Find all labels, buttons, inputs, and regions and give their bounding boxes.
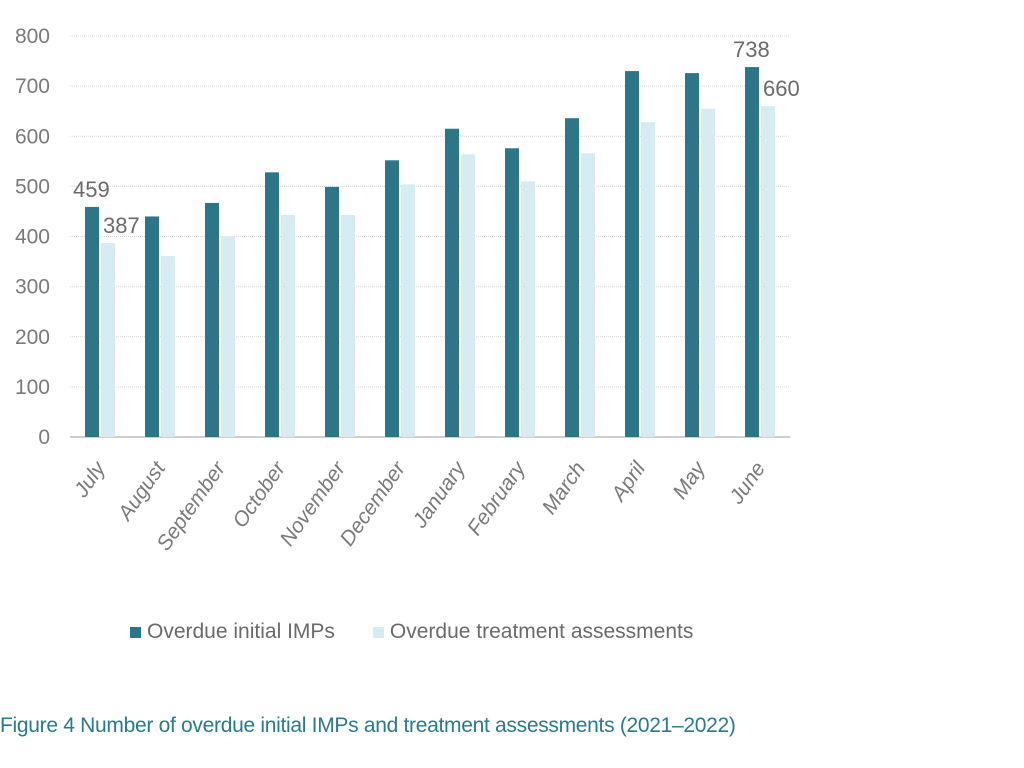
chart-legend: Overdue initial IMPs Overdue treatment a… — [130, 620, 693, 644]
bar-assessments-september — [221, 236, 235, 437]
bar-assessments-april — [641, 122, 655, 437]
x-tick-label: May — [668, 456, 710, 503]
y-tick-label: 800 — [15, 25, 50, 48]
legend-label-assessments: Overdue treatment assessments — [389, 620, 694, 643]
bar-imps-march — [565, 118, 579, 437]
legend-item-assessments: Overdue treatment assessments — [372, 620, 694, 644]
data-label: 459 — [73, 177, 110, 202]
y-tick-label: 400 — [15, 226, 50, 249]
y-tick-label: 200 — [15, 326, 50, 349]
bar-imps-february — [505, 148, 519, 437]
bar-assessments-june — [761, 106, 775, 438]
bar-assessments-may — [701, 108, 715, 438]
data-label: 738 — [733, 37, 770, 62]
bar-imps-august — [145, 216, 159, 437]
y-tick-label: 300 — [15, 276, 50, 299]
x-tick-label: October — [228, 457, 290, 532]
bar-imps-may — [685, 73, 699, 437]
bar-imps-july — [85, 206, 99, 437]
legend-label-imps: Overdue initial IMPs — [147, 620, 335, 643]
bar-imps-april — [625, 71, 639, 438]
y-tick-label: 0 — [38, 426, 50, 449]
y-tick-label: 700 — [15, 75, 50, 98]
bar-imps-december — [385, 160, 399, 437]
bar-assessments-january — [461, 154, 475, 438]
bar-imps-january — [445, 128, 459, 437]
data-label: 387 — [103, 213, 140, 238]
bar-assessments-march — [581, 153, 595, 438]
bar-assessments-august — [161, 256, 175, 437]
legend-swatch-imps — [130, 626, 141, 638]
x-tick-label: January — [408, 456, 471, 532]
bar-imps-november — [325, 186, 339, 437]
bar-assessments-november — [341, 214, 355, 437]
bar-assessments-february — [521, 181, 535, 437]
y-tick-label: 600 — [15, 125, 50, 148]
x-tick-label: April — [606, 457, 651, 507]
y-tick-label: 500 — [15, 175, 50, 198]
bar-imps-october — [265, 172, 279, 437]
x-tick-label: February — [463, 456, 531, 539]
bar-assessments-october — [281, 214, 295, 437]
figure-caption: Figure 4 Number of overdue initial IMPs … — [0, 714, 736, 737]
bar-assessments-december — [401, 184, 415, 437]
x-tick-label: June — [725, 458, 771, 509]
legend-item-imps: Overdue initial IMPs — [130, 620, 335, 644]
bar-imps-june — [745, 67, 759, 437]
x-tick-label: August — [113, 457, 171, 526]
data-label: 660 — [763, 76, 800, 101]
x-tick-label: July — [69, 456, 111, 502]
y-tick-label: 100 — [15, 376, 50, 399]
bar-assessments-july — [101, 243, 115, 437]
bar-imps-september — [205, 202, 219, 437]
x-tick-label: March — [538, 458, 590, 519]
legend-swatch-assessments — [372, 626, 384, 638]
